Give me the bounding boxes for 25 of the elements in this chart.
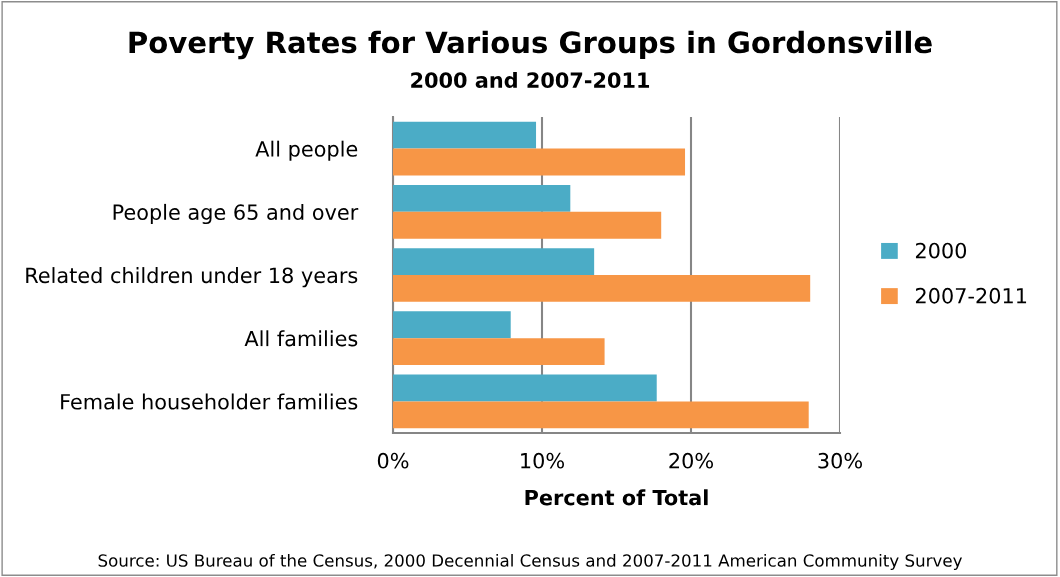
bar xyxy=(393,338,605,366)
chart-title: Poverty Rates for Various Groups in Gordonsville xyxy=(129,30,932,60)
source-note: Source: US Bureau of the Census, 2000 Decennial Census and 2007-2011 American Community Survey xyxy=(98,553,962,571)
x-tick-label: 0% xyxy=(377,452,409,469)
chart-subtitle: 2000 and 2007-2011 xyxy=(411,71,650,89)
legend-label: 2000 xyxy=(915,242,967,259)
y-tick-label: Related children under 18 years xyxy=(26,267,358,288)
bar xyxy=(393,248,595,275)
x-tick-label: 10% xyxy=(521,452,564,469)
bar xyxy=(393,121,537,149)
x-tick-label: 30% xyxy=(818,452,862,469)
bar xyxy=(393,184,571,212)
bar xyxy=(393,374,657,402)
bar xyxy=(393,148,686,176)
bar xyxy=(393,211,662,239)
y-tick-label: All people xyxy=(255,140,358,161)
bar xyxy=(393,311,511,339)
x-axis-title: Percent of Total xyxy=(525,489,708,506)
bar xyxy=(393,275,811,302)
bar xyxy=(393,401,809,429)
legend-label: 2007-2011 xyxy=(915,287,1027,304)
y-tick-label: All families xyxy=(244,330,358,347)
y-tick-label: People age 65 and over xyxy=(113,203,359,225)
y-tick-label: Female householder families xyxy=(61,393,358,410)
x-tick-label: 20% xyxy=(669,452,713,469)
